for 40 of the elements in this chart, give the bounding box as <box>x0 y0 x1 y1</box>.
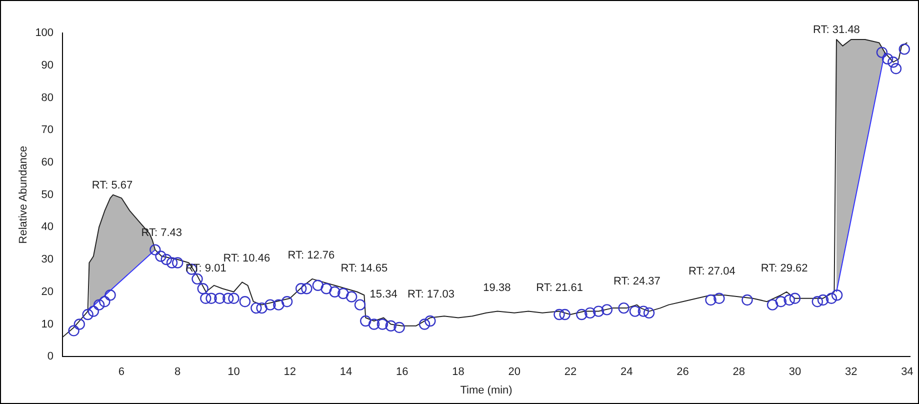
x-tick-label: 28 <box>732 366 745 378</box>
y-tick-label: 40 <box>41 221 54 234</box>
y-tick-label: 60 <box>41 156 54 168</box>
annotation: RT: 21.61 <box>536 282 583 294</box>
annotation: RT: 5.67 <box>92 179 133 192</box>
x-tick-label: 22 <box>564 366 577 378</box>
annotation: 19.38 <box>483 282 511 294</box>
x-tick-label: 26 <box>676 366 689 378</box>
y-tick-label: 70 <box>41 124 54 136</box>
y-tick-label: 10 <box>41 318 54 330</box>
x-tick-label: 14 <box>340 366 352 378</box>
y-axis-title: Relative Abundance <box>18 146 30 244</box>
annotation: 15.34 <box>370 288 398 300</box>
y-tick-label: 0 <box>47 350 54 363</box>
annotation: RT: 24.37 <box>614 275 660 288</box>
y-tick-label: 50 <box>41 188 54 201</box>
annotation: RT: 12.76 <box>288 249 335 262</box>
annotation: RT: 17.03 <box>408 288 454 300</box>
x-tick-label: 8 <box>174 366 181 378</box>
annotation: RT: 10.46 <box>223 252 270 265</box>
x-tick-label: 24 <box>620 366 633 378</box>
x-tick-label: 12 <box>284 366 296 378</box>
annotation: RT: 27.04 <box>688 266 736 278</box>
y-tick-label: 80 <box>41 92 54 104</box>
x-tick-label: 30 <box>788 366 802 378</box>
x-axis-title: Time (min) <box>460 384 512 396</box>
annotation: RT: 14.65 <box>340 262 388 274</box>
y-tick-label: 90 <box>41 59 54 72</box>
annotation: RT: 31.48 <box>813 24 860 36</box>
y-tick-label: 20 <box>41 286 54 298</box>
y-tick-label: 30 <box>41 254 54 266</box>
x-tick-label: 18 <box>452 366 464 378</box>
x-tick-label: 10 <box>228 366 240 378</box>
x-tick-label: 32 <box>844 366 858 378</box>
x-tick-label: 34 <box>901 366 914 378</box>
x-tick-label: 16 <box>396 366 408 378</box>
x-tick-label: 6 <box>118 366 125 378</box>
y-tick-label: 100 <box>35 27 54 40</box>
annotation: RT: 29.62 <box>760 262 808 274</box>
x-tick-label: 20 <box>508 366 520 378</box>
